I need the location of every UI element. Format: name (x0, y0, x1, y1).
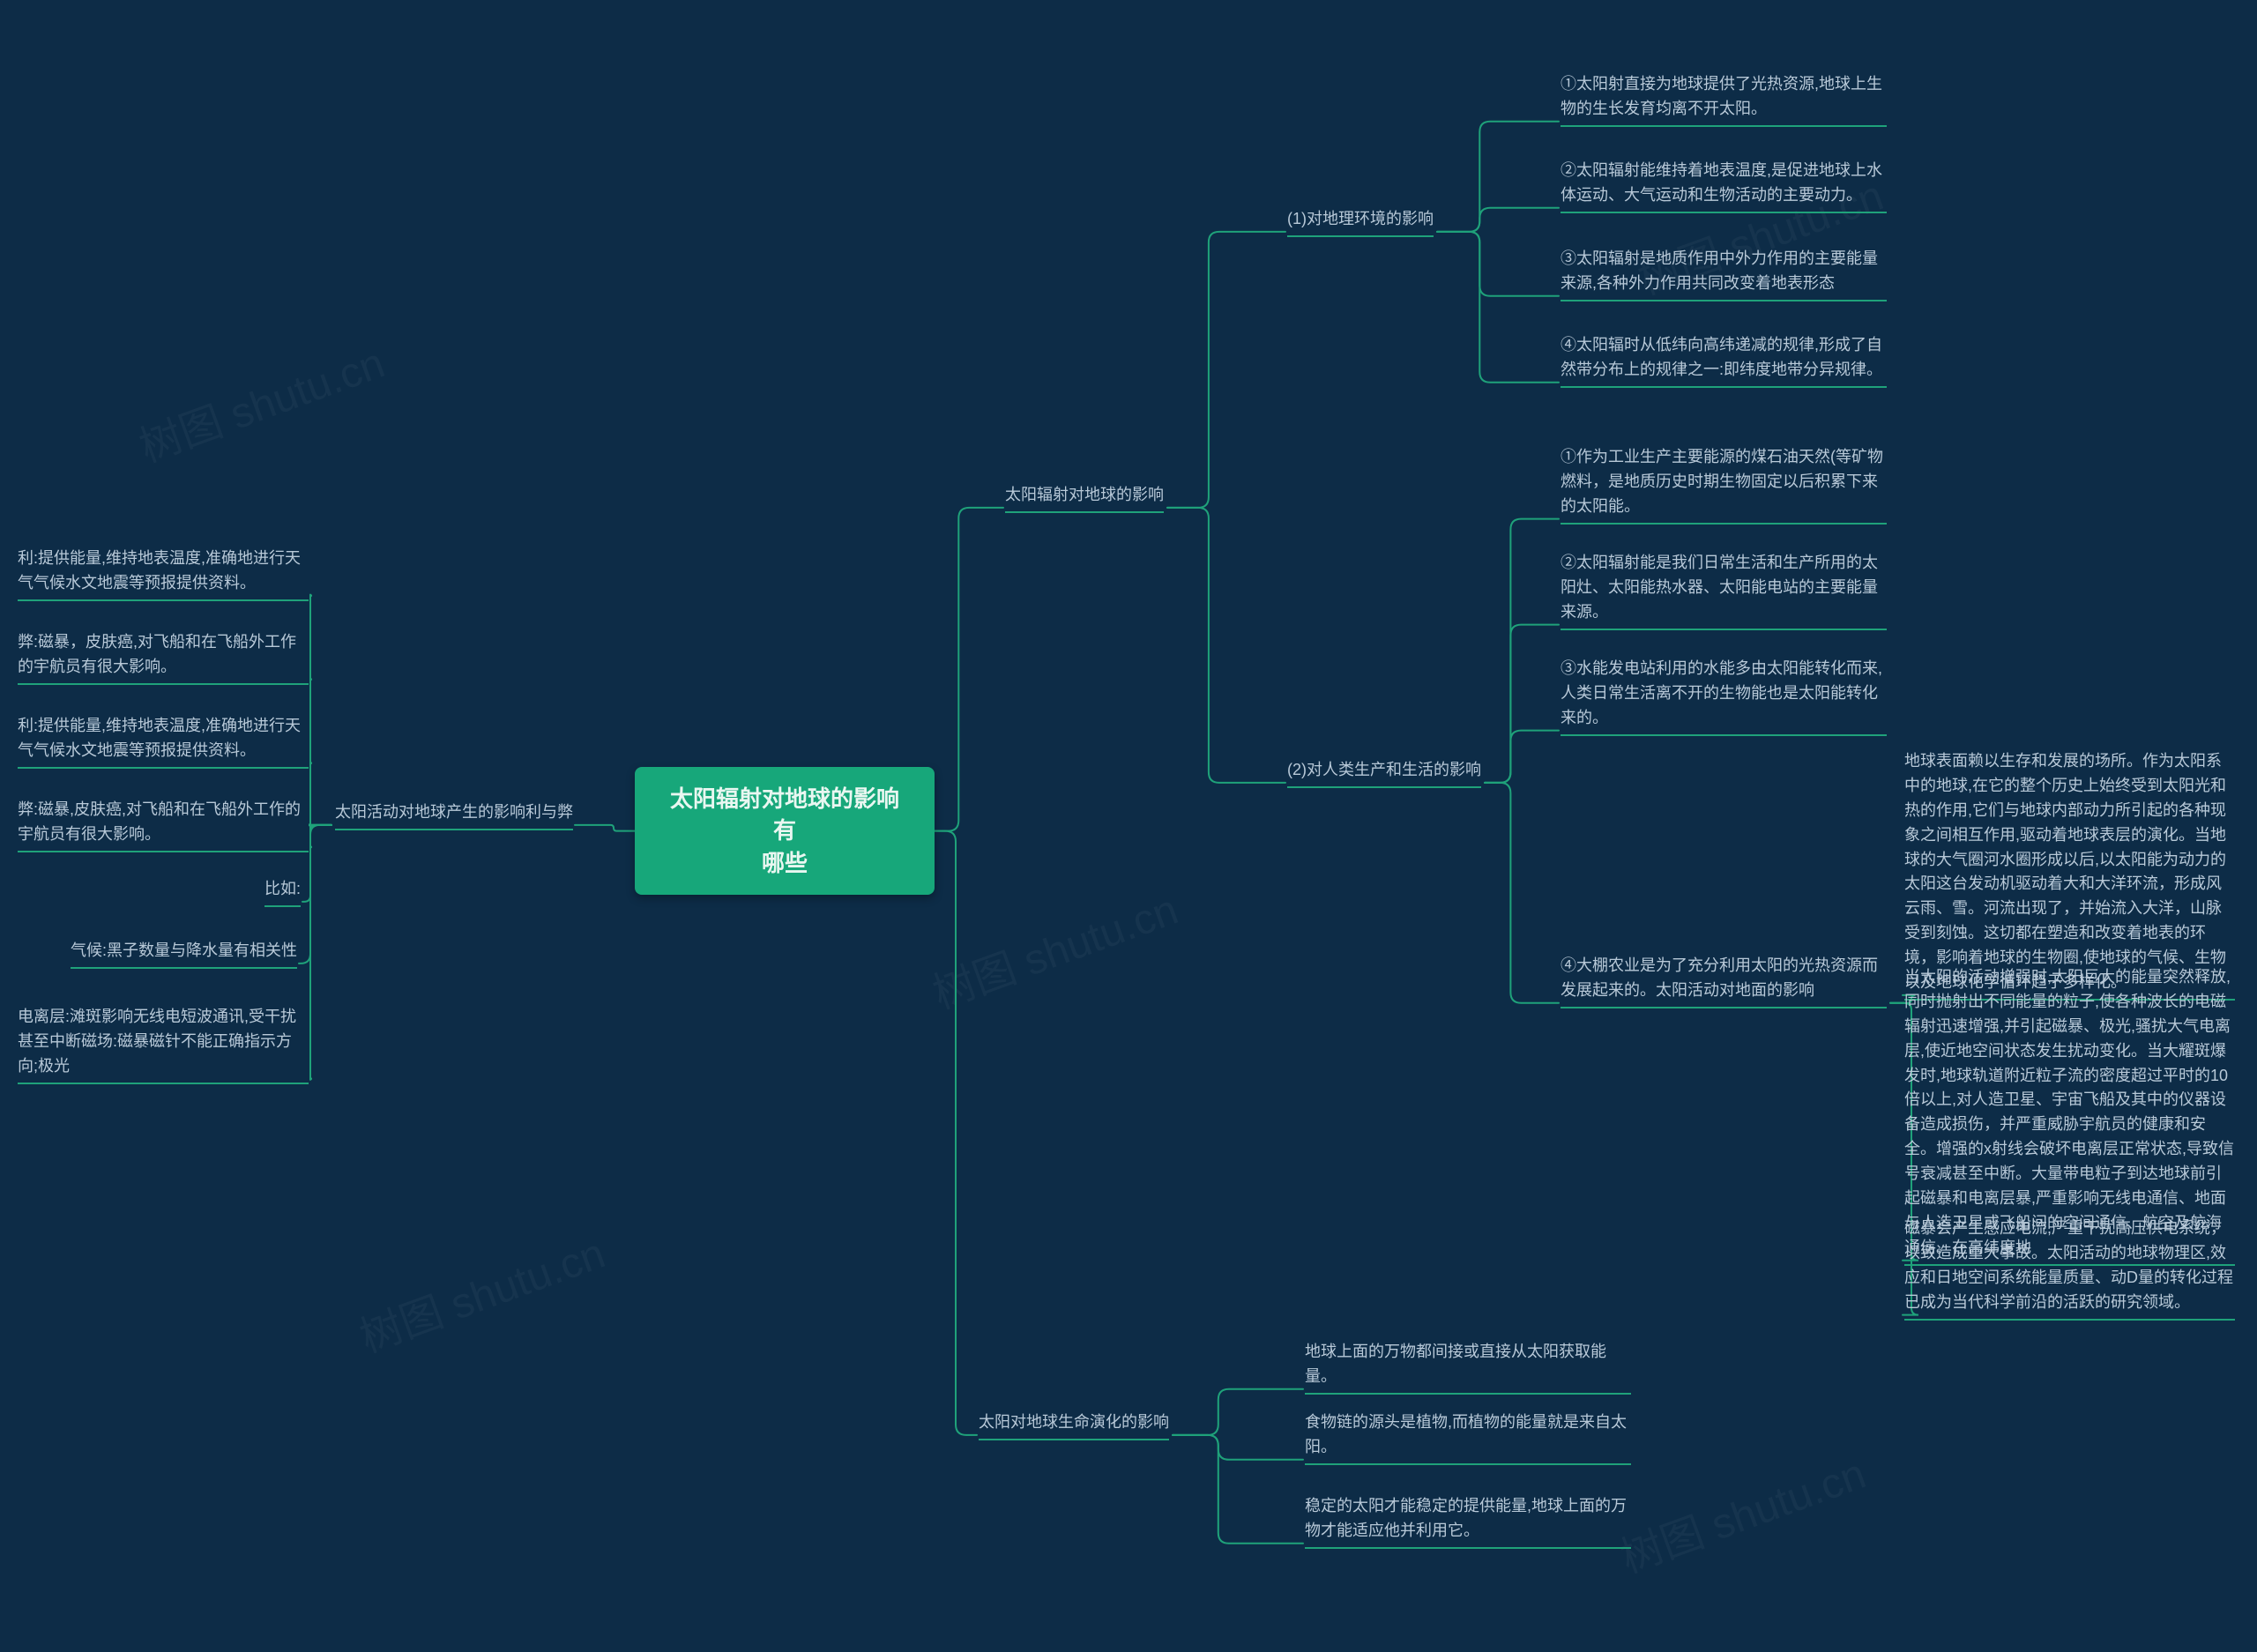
node-label: ②太阳辐射能是我们日常生活和生产所用的太阳灶、太阳能热水器、太阳能电站的主要能量… (1561, 554, 1878, 621)
leaf-b2b[interactable]: 食物链的源头是植物,而植物的能量就是来自太阳。 (1305, 1410, 1631, 1460)
leaf-b1a2[interactable]: ②太阳辐射能维持着地表温度,是促进地球上水体运动、大气运动和生物活动的主要动力。 (1561, 159, 1887, 208)
watermark: 树图 shutu.cn (1611, 1439, 1873, 1584)
node-label: ③水能发电站利用的水能多由太阳能转化而来,人类日常生活离不开的生物能也是太阳能转… (1561, 659, 1882, 726)
node-label: ④大棚农业是为了充分利用太阳的光热资源而发展起来的。太阳活动对地面的影响 (1561, 956, 1878, 999)
root-label: 太阳辐射对地球的影响有哪些 (670, 785, 899, 876)
node-label: 弊:磁暴,皮肤癌,对飞船和在飞船外工作的宇航员有很大影响。 (18, 800, 301, 843)
node-label: 太阳对地球生命演化的影响 (979, 1413, 1169, 1431)
node-label: (1)对地理环境的影响 (1287, 210, 1434, 227)
node-label: 弊:磁暴，皮肤癌,对飞船和在飞船外工作的宇航员有很大影响。 (18, 633, 296, 675)
leaf-bL2[interactable]: 弊:磁暴，皮肤癌,对飞船和在飞船外工作的宇航员有很大影响。 (18, 630, 309, 680)
leaf-b1b3[interactable]: ③水能发电站利用的水能多由太阳能转化而来,人类日常生活离不开的生物能也是太阳能转… (1561, 657, 1887, 731)
leaf-bL3[interactable]: 利:提供能量,维持地表温度,准确地进行天气气候水文地震等预报提供资料。 (18, 714, 309, 763)
node-label: 稳定的太阳才能稳定的提供能量,地球上面的万物才能适应他并利用它。 (1305, 1497, 1627, 1539)
branch-human-production[interactable]: (2)对人类生产和生活的影响 (1287, 758, 1481, 783)
branch-life-evolution[interactable]: 太阳对地球生命演化的影响 (979, 1410, 1169, 1435)
node-label: ①作为工业生产主要能源的煤石油天然(等矿物燃料，是地质历史时期生物固定以后积累下… (1561, 448, 1883, 515)
leaf-bL6[interactable]: 气候:黑子数量与降水量有相关性 (71, 939, 297, 964)
leaf-b2c[interactable]: 稳定的太阳才能稳定的提供能量,地球上面的万物才能适应他并利用它。 (1305, 1494, 1631, 1544)
leaf-b1a3[interactable]: ③太阳辐射是地质作用中外力作用的主要能量来源,各种外力作用共同改变着地表形态 (1561, 247, 1887, 296)
leaf-b1b1[interactable]: ①作为工业生产主要能源的煤石油天然(等矿物燃料，是地质历史时期生物固定以后积累下… (1561, 445, 1887, 519)
leaf-b1a1[interactable]: ①太阳射直接为地球提供了光热资源,地球上生物的生长发育均离不开太阳。 (1561, 72, 1887, 122)
node-label: (2)对人类生产和生活的影响 (1287, 761, 1481, 778)
branch-geo-env[interactable]: (1)对地理环境的影响 (1287, 207, 1434, 232)
node-label: 食物链的源头是植物,而植物的能量就是来自太阳。 (1305, 1413, 1627, 1455)
node-label: 利:提供能量,维持地表温度,准确地进行天气气候水文地震等预报提供资料。 (18, 717, 301, 759)
leaf-bL1[interactable]: 利:提供能量,维持地表温度,准确地进行天气气候水文地震等预报提供资料。 (18, 547, 309, 596)
node-label: ①太阳射直接为地球提供了光热资源,地球上生物的生长发育均离不开太阳。 (1561, 75, 1882, 117)
branch-solar-activity-pros-cons[interactable]: 太阳活动对地球产生的影响利与弊 (335, 800, 573, 825)
node-label: 气候:黑子数量与降水量有相关性 (71, 941, 297, 959)
watermark: 树图 shutu.cn (923, 874, 1185, 1020)
branch-solar-radiation-effects[interactable]: 太阳辐射对地球的影响 (1005, 483, 1164, 508)
node-label: 地球表面赖以生存和发展的场所。作为太阳系中的地球,在它的整个历史上始终受到太阳光… (1904, 752, 2226, 991)
leaf-b1b2[interactable]: ②太阳辐射能是我们日常生活和生产所用的太阳灶、太阳能热水器、太阳能电站的主要能量… (1561, 551, 1887, 625)
node-label: 太阳活动对地球产生的影响利与弊 (335, 803, 573, 821)
node-label: 当太阳的活动增强时,太阳巨大的能量突然释放,同时抛射出不同能量的粒子,使各种波长… (1904, 968, 2234, 1256)
leaf-b1b4[interactable]: ④大棚农业是为了充分利用太阳的光热资源而发展起来的。太阳活动对地面的影响 (1561, 954, 1887, 1003)
root-node[interactable]: 太阳辐射对地球的影响有哪些 (635, 767, 935, 895)
node-label: 比如: (264, 880, 301, 897)
node-label: ③太阳辐射是地质作用中外力作用的主要能量来源,各种外力作用共同改变着地表形态 (1561, 249, 1878, 292)
leaf-bL7[interactable]: 电离层:滩斑影响无线电短波通讯,受干扰甚至中断磁场:磁暴磁针不能正确指示方向;极… (18, 1005, 309, 1079)
node-label: 地球上面的万物都间接或直接从太阳获取能量。 (1305, 1343, 1606, 1385)
leaf-bL5[interactable]: 比如: (264, 877, 301, 902)
node-label: 磁暴会产生感应电流,严重干扰高压供电系统，以致造成重大事故。太阳活动的地球物理区… (1904, 1219, 2233, 1311)
node-label: ④太阳辐时从低纬向高纬递减的规律,形成了自然带分布上的规律之一:即纬度地带分异规… (1561, 336, 1882, 378)
leaf-b1a4[interactable]: ④太阳辐时从低纬向高纬递减的规律,形成了自然带分布上的规律之一:即纬度地带分异规… (1561, 333, 1887, 383)
node-label: 太阳辐射对地球的影响 (1005, 486, 1164, 503)
leaf-b1b4a[interactable]: 地球表面赖以生存和发展的场所。作为太阳系中的地球,在它的整个历史上始终受到太阳光… (1904, 749, 2235, 995)
leaf-b1b4c[interactable]: 磁暴会产生感应电流,严重干扰高压供电系统，以致造成重大事故。太阳活动的地球物理区… (1904, 1217, 2235, 1315)
node-label: ②太阳辐射能维持着地表温度,是促进地球上水体运动、大气运动和生物活动的主要动力。 (1561, 161, 1882, 204)
leaf-bL4[interactable]: 弊:磁暴,皮肤癌,对飞船和在飞船外工作的宇航员有很大影响。 (18, 798, 309, 847)
node-label: 利:提供能量,维持地表温度,准确地进行天气气候水文地震等预报提供资料。 (18, 549, 301, 592)
leaf-b2a[interactable]: 地球上面的万物都间接或直接从太阳获取能量。 (1305, 1340, 1631, 1389)
watermark: 树图 shutu.cn (350, 1218, 612, 1364)
watermark: 树图 shutu.cn (130, 328, 391, 473)
node-label: 电离层:滩斑影响无线电短波通讯,受干扰甚至中断磁场:磁暴磁针不能正确指示方向;极… (18, 1008, 296, 1075)
